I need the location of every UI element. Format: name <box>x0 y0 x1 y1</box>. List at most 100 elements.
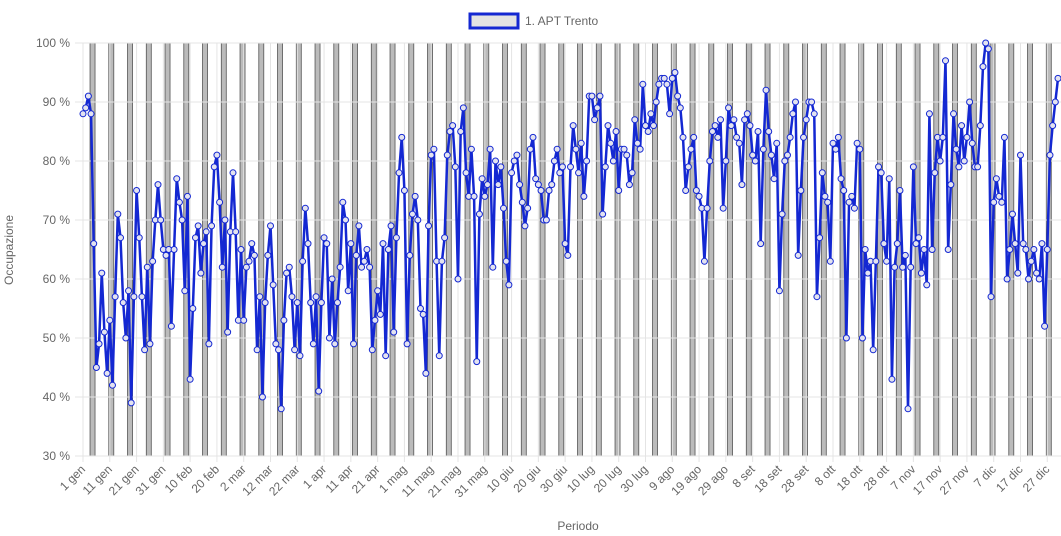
data-point <box>995 192 1003 200</box>
data-point <box>446 128 454 135</box>
data-point <box>430 145 438 153</box>
data-point <box>360 257 368 265</box>
data-point <box>829 139 837 147</box>
data-point <box>963 133 971 141</box>
data-point <box>1030 246 1038 253</box>
data-point <box>979 63 987 71</box>
data-point <box>684 163 692 171</box>
data-point <box>264 251 272 259</box>
data-point <box>307 299 315 307</box>
data-point <box>379 240 387 248</box>
data-point <box>293 299 301 307</box>
data-point <box>717 116 724 124</box>
y-tick-label: 100 % <box>36 36 70 50</box>
data-point <box>221 216 229 224</box>
data-point <box>588 92 596 100</box>
week-band <box>333 42 340 457</box>
data-point <box>663 80 671 88</box>
data-point <box>462 169 470 177</box>
data-point <box>141 346 149 354</box>
data-point <box>660 74 668 82</box>
data-point <box>521 222 529 230</box>
data-point <box>700 257 708 265</box>
data-point <box>976 122 984 130</box>
data-point <box>111 293 119 301</box>
data-point <box>438 257 446 265</box>
week-band <box>802 42 808 457</box>
data-point <box>117 234 124 242</box>
data-point <box>625 181 633 189</box>
data-point <box>872 257 880 265</box>
data-point <box>457 128 465 135</box>
data-point <box>475 210 483 218</box>
data-point <box>904 405 912 413</box>
data-point <box>743 110 751 118</box>
data-point <box>998 198 1006 206</box>
data-point <box>285 263 293 271</box>
data-point <box>1000 133 1008 141</box>
data-point <box>213 151 221 159</box>
data-point <box>355 222 363 230</box>
data-point <box>406 251 414 259</box>
data-point <box>133 187 141 194</box>
data-point <box>395 169 403 177</box>
data-point <box>925 110 933 118</box>
data-point <box>138 293 146 301</box>
data-point <box>947 181 955 189</box>
data-point <box>765 128 773 135</box>
x-tick-label: 10 lug <box>564 462 597 495</box>
data-point <box>682 187 690 194</box>
data-point <box>363 246 371 253</box>
x-tick-label: 18 set <box>752 462 785 495</box>
data-point <box>623 151 631 159</box>
data-point <box>157 216 165 224</box>
data-point <box>328 275 336 283</box>
data-point <box>237 246 245 253</box>
data-point <box>1035 275 1043 283</box>
data-point <box>435 352 443 360</box>
data-point <box>390 328 398 336</box>
x-tick-label: 30 giu <box>537 462 570 495</box>
data-point <box>449 122 457 130</box>
x-tick-label: 28 ott <box>861 462 893 494</box>
data-point <box>800 133 808 141</box>
data-point <box>596 92 604 100</box>
week-band <box>783 42 790 457</box>
data-point <box>848 192 856 200</box>
data-point <box>414 216 422 224</box>
data-point <box>269 281 277 289</box>
data-point <box>200 240 208 248</box>
data-point <box>982 39 990 47</box>
week-band <box>445 42 452 457</box>
data-point <box>441 234 449 242</box>
week-band <box>745 42 752 457</box>
data-point <box>558 163 566 171</box>
x-tick-label: 27 dic <box>1020 462 1053 495</box>
data-point <box>478 175 486 183</box>
data-point <box>564 251 572 259</box>
data-point <box>591 116 599 124</box>
data-point <box>607 139 615 147</box>
data-point <box>711 122 719 130</box>
data-point <box>98 269 106 277</box>
data-point <box>1003 275 1011 283</box>
data-point <box>1038 240 1046 248</box>
data-point <box>352 251 360 259</box>
data-point <box>706 157 714 165</box>
data-point <box>1019 240 1027 248</box>
data-point <box>808 98 816 106</box>
x-tick-label: 28 set <box>778 462 811 495</box>
data-point <box>550 157 558 165</box>
week-band <box>370 42 377 457</box>
data-point <box>631 116 639 124</box>
data-point <box>1008 210 1016 218</box>
legend-label: 1. APT Trento <box>525 14 598 28</box>
x-tick-label: 31 gen <box>133 462 169 498</box>
data-point <box>754 128 762 135</box>
data-point <box>690 133 698 141</box>
data-point <box>837 175 845 183</box>
data-point <box>84 92 92 100</box>
data-point <box>824 198 832 206</box>
data-point <box>459 104 467 112</box>
